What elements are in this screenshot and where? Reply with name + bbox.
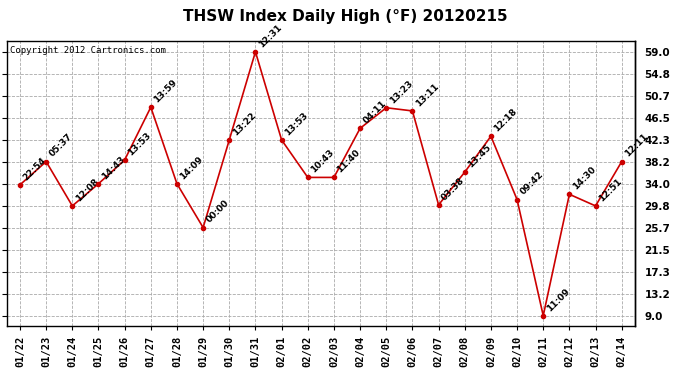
Text: 05:37: 05:37 — [48, 132, 74, 159]
Text: 13:53: 13:53 — [283, 111, 310, 137]
Text: 09:42: 09:42 — [518, 170, 545, 197]
Text: 04:11: 04:11 — [362, 99, 388, 126]
Text: 13:11: 13:11 — [414, 81, 440, 108]
Text: 13:22: 13:22 — [230, 111, 257, 137]
Text: 12:18: 12:18 — [492, 107, 519, 134]
Text: 03:38: 03:38 — [440, 176, 466, 202]
Text: 10:43: 10:43 — [309, 148, 336, 175]
Text: 13:23: 13:23 — [388, 78, 414, 105]
Text: 12:08: 12:08 — [74, 177, 100, 203]
Text: 13:59: 13:59 — [152, 78, 179, 105]
Text: 14:09: 14:09 — [178, 154, 205, 181]
Text: 12:11: 12:11 — [623, 132, 650, 159]
Text: 22:54: 22:54 — [21, 155, 48, 182]
Text: 12:51: 12:51 — [597, 177, 624, 203]
Text: 12:31: 12:31 — [257, 22, 284, 49]
Text: Copyright 2012 Cartronics.com: Copyright 2012 Cartronics.com — [10, 45, 166, 54]
Text: 11:40: 11:40 — [335, 148, 362, 175]
Text: THSW Index Daily High (°F) 20120215: THSW Index Daily High (°F) 20120215 — [183, 9, 507, 24]
Text: 14:43: 14:43 — [100, 154, 127, 181]
Text: 00:00: 00:00 — [204, 198, 230, 225]
Text: 14:30: 14:30 — [571, 165, 598, 192]
Text: 13:53: 13:53 — [126, 130, 152, 157]
Text: 11:09: 11:09 — [544, 286, 571, 313]
Text: 13:45: 13:45 — [466, 142, 493, 170]
